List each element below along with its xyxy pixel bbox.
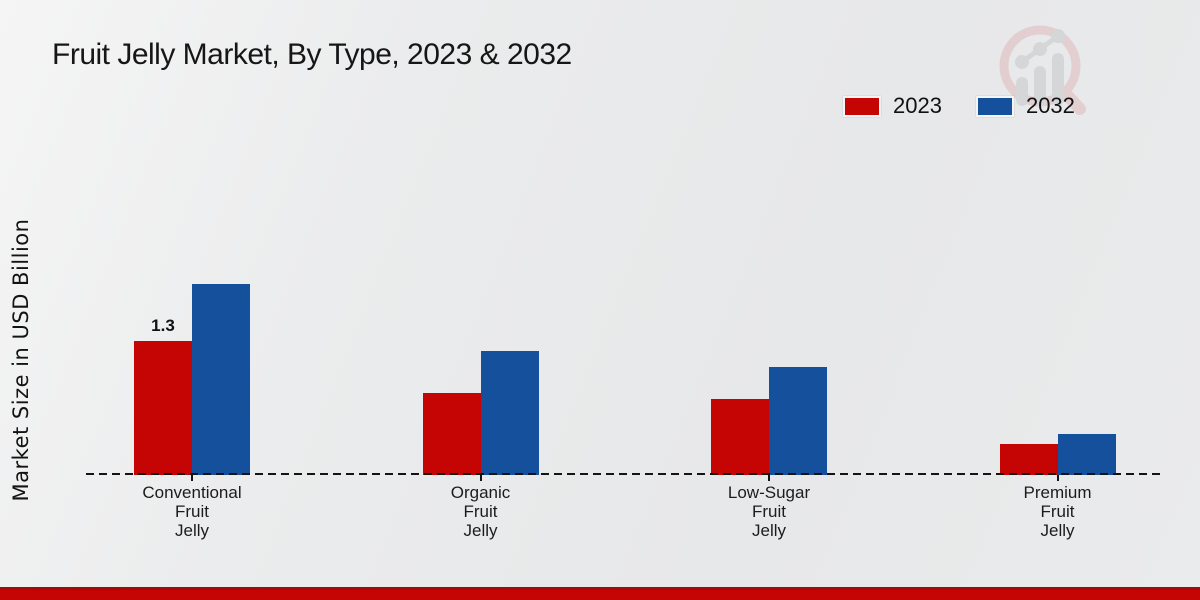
bar-2032-3 bbox=[769, 367, 827, 475]
legend: 2023 2032 bbox=[843, 93, 1075, 119]
bar-2023-3 bbox=[711, 399, 769, 475]
footer-red-band bbox=[0, 587, 1200, 600]
legend-label-2023: 2023 bbox=[893, 93, 942, 118]
chart-title: Fruit Jelly Market, By Type, 2023 & 2032 bbox=[52, 38, 572, 71]
legend-swatch-2023 bbox=[843, 95, 881, 117]
category-label: Organic Fruit Jelly bbox=[450, 483, 511, 540]
category-label: Low-Sugar Fruit Jelly bbox=[727, 483, 811, 540]
axis-tick bbox=[479, 475, 482, 481]
legend-swatch-2032 bbox=[975, 95, 1014, 117]
category-label: Conventional Fruit Jelly bbox=[142, 483, 242, 540]
bar-2023-4 bbox=[999, 444, 1058, 475]
bar-value-label: 1.3 bbox=[151, 316, 175, 335]
magnifier-growth-logo-icon bbox=[999, 25, 1086, 115]
legend-label-2032: 2032 bbox=[1025, 93, 1075, 118]
bar-2023-2 bbox=[422, 393, 481, 475]
axis-tick bbox=[191, 475, 193, 481]
axis-tick bbox=[1056, 475, 1059, 481]
legend-item-2032: 2032 bbox=[975, 93, 1075, 119]
bar-2032-1 bbox=[192, 284, 250, 475]
bar-2032-4 bbox=[1057, 434, 1116, 475]
bar-2023-1 bbox=[134, 341, 192, 475]
bar-2032-2 bbox=[480, 351, 539, 475]
x-axis-baseline bbox=[86, 473, 1164, 475]
axis-tick bbox=[768, 475, 770, 481]
legend-item-2023: 2023 bbox=[843, 93, 942, 119]
category-label: Premium Fruit Jelly bbox=[1023, 483, 1092, 540]
